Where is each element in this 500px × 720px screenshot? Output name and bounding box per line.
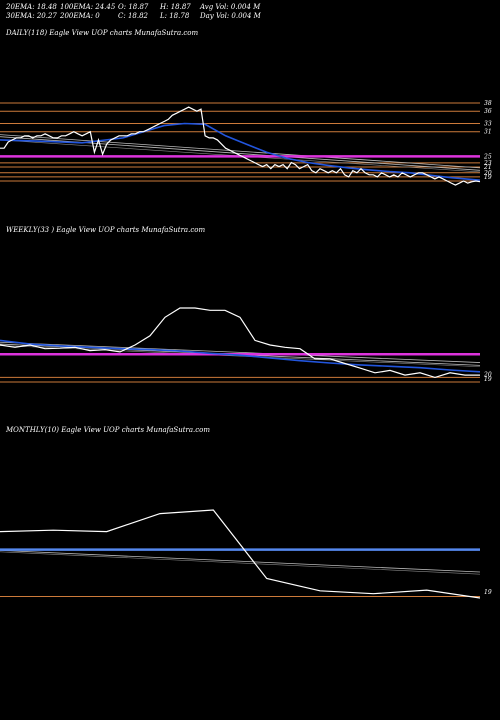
weekly-panel-label: WEEKLY(33 ) Eagle View UOP charts Munafa… bbox=[6, 226, 206, 234]
daily-tick-19: 19 bbox=[484, 174, 492, 181]
monthly-trend-line bbox=[0, 551, 481, 575]
daily-tick-31: 31 bbox=[484, 129, 492, 136]
daily-tick-25: 25 bbox=[483, 153, 492, 160]
header-ema20: 20EMA: 18.48 bbox=[6, 3, 57, 11]
daily-price-line bbox=[0, 106, 481, 186]
header-high: H: 18.87 bbox=[160, 3, 191, 11]
header-ema200: 200EMA: 0 bbox=[60, 12, 100, 20]
daily-tick-23: 23 bbox=[483, 160, 492, 167]
monthly-price-line bbox=[0, 509, 481, 599]
daily-panel-label: DAILY(118) Eagle View UOP charts MunafaS… bbox=[6, 29, 199, 37]
monthly-trend-line bbox=[0, 549, 481, 573]
monthly-panel-label: MONTHLY(10) Eagle View UOP charts Munafa… bbox=[6, 426, 211, 434]
header-avgvol: Avg Vol: 0.004 M bbox=[200, 3, 261, 11]
daily-trend-line bbox=[0, 134, 481, 169]
header-close: C: 18.82 bbox=[118, 12, 148, 20]
weekly-trend-line bbox=[0, 341, 481, 363]
daily-ema-line bbox=[0, 122, 481, 181]
monthly-tick-19: 19 bbox=[484, 589, 492, 596]
daily-tick-20: 20 bbox=[483, 170, 492, 177]
weekly-trend-line bbox=[0, 345, 481, 368]
weekly-ema-line bbox=[0, 339, 481, 373]
weekly-tick-20: 20 bbox=[483, 372, 492, 379]
daily-tick-21: 21 bbox=[483, 164, 492, 171]
header-ema100: 100EMA: 24.45 bbox=[60, 3, 116, 11]
weekly-tick-19: 19 bbox=[484, 376, 492, 383]
daily-tick-36: 36 bbox=[484, 108, 492, 115]
header-dayvol: Day Vol: 0.004 M bbox=[200, 12, 261, 20]
weekly-price-line bbox=[0, 307, 480, 379]
header-ema30: 30EMA: 20.27 bbox=[6, 12, 57, 20]
daily-tick-38: 38 bbox=[484, 100, 492, 107]
header-low: L: 18.78 bbox=[160, 12, 190, 20]
daily-tick-33: 33 bbox=[484, 121, 492, 128]
header-open: O: 18.87 bbox=[118, 3, 149, 11]
